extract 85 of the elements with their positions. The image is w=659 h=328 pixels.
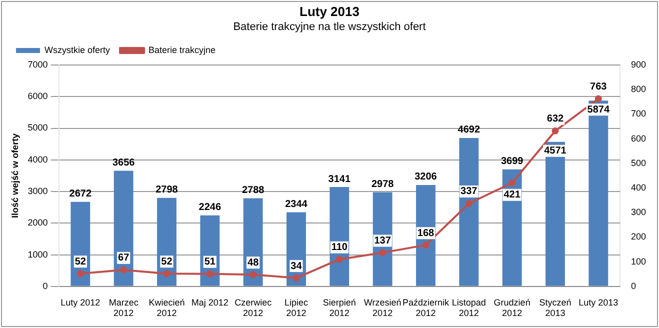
data-label: 52 [161,256,173,268]
point [76,270,84,278]
bar [459,138,479,286]
point [552,127,559,134]
y-tick-label: 2000 [28,218,48,228]
legend-label: Wszystkie oferty [44,44,111,55]
data-label: 34 [290,260,302,272]
y2-tick-label: 500 [630,158,646,168]
data-label: 5874 [587,104,610,116]
data-label: 763 [590,81,608,92]
y-tick-label: 4000 [28,154,48,164]
data-label: 3141 [328,174,351,185]
chart-title: Luty 2013 [298,4,360,19]
point [379,249,386,256]
data-label: 632 [546,114,564,125]
bar [330,187,350,286]
x-tick-label: Marzec 2012 [108,297,139,318]
y-tick-label: 6000 [28,91,48,102]
data-label: 2344 [285,199,308,210]
point [422,242,430,249]
x-tick-label: Sierpień 2012 [322,297,356,318]
y2-tick-label: 800 [630,84,646,94]
y2-tick-label: 600 [630,133,646,144]
point [120,266,128,274]
data-label: 3656 [112,158,136,169]
x-tick-label: Luty 2012 [60,297,100,308]
bar [114,170,134,286]
y2-tick-label: 300 [630,207,646,218]
point [594,95,602,102]
legend-label: Baterie trakcyjne [148,44,216,55]
data-label: 4571 [544,146,567,157]
y-tick-label: 5000 [28,122,48,133]
y2-tick-label: 0 [630,280,636,291]
bar [502,169,522,286]
y-tick-label: 1000 [28,249,48,260]
bar [243,198,263,286]
x-tick-label: Kwiecień 2012 [148,297,185,318]
data-label: 3699 [500,156,524,168]
data-label: 2788 [242,184,265,196]
x-tick-label: Maj 2012 [191,297,228,308]
data-label: 4692 [458,124,480,136]
x-tick-label: Listopad 2012 [452,297,486,318]
y2-tick-label: 400 [630,182,646,192]
data-label: 67 [118,252,130,264]
bar [546,142,565,286]
y-axis-title: Ilość wejść w oferty [10,133,20,218]
chart-subtitle: Baterie trakcyjne na tle wszystkich ofert [232,21,427,33]
x-tick-label: Luty 2013 [578,297,618,308]
x-tick-label: Styczeń 2013 [539,297,572,318]
point [336,256,343,263]
x-tick-label: Październik 2012 [402,297,450,318]
point [163,270,170,278]
data-label: 48 [248,257,260,268]
data-label: 337 [460,186,478,198]
bar [157,198,176,286]
bar [416,185,436,286]
y2-tick-label: 900 [630,59,646,70]
data-label: 110 [331,242,348,254]
y2-tick-label: 200 [630,232,646,242]
data-label: 2672 [69,188,92,200]
data-label: 52 [74,256,86,268]
data-label: 3206 [414,172,438,183]
y2-tick-label: 700 [630,108,646,119]
data-label: 2798 [156,184,178,196]
y-tick-label: 3000 [28,186,48,196]
point [508,179,516,186]
bar [70,202,90,286]
data-label: 137 [374,235,392,246]
point [250,271,257,278]
x-tick-label: Grudzień 2012 [494,297,530,318]
x-tick-label: Lipiec 2012 [284,297,308,318]
bar [588,100,608,286]
point [206,270,214,278]
y2-tick-label: 100 [630,256,646,266]
point [465,200,472,207]
data-label: 2978 [371,178,394,190]
y-tick-label: 0 [42,280,48,291]
y-tick-label: 7000 [28,59,48,70]
data-label: 168 [417,228,435,239]
data-label: 421 [504,190,521,201]
point [292,274,300,282]
data-label: 51 [204,256,216,268]
x-tick-label: Czerwiec 2012 [234,297,272,318]
data-label: 2246 [198,202,222,214]
x-tick-label: Wrzesień 2012 [364,297,402,318]
